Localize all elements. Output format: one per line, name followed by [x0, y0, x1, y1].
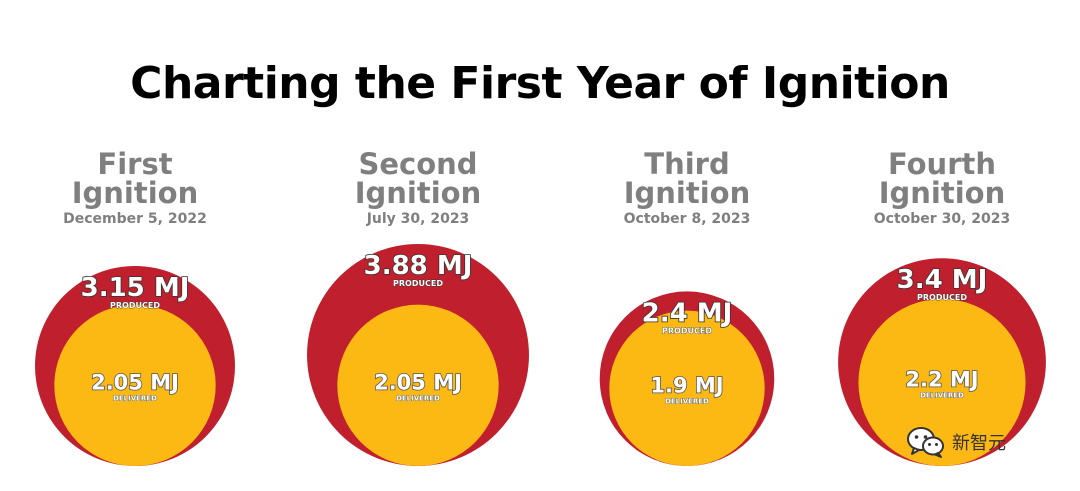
delivered-caption: DELIVERED — [113, 394, 157, 402]
ignition-date: October 8, 2023 — [623, 211, 751, 227]
produced-caption: PRODUCED — [393, 279, 443, 288]
ignition-name-line1: First — [97, 147, 173, 181]
wechat-icon — [907, 427, 944, 458]
ignition-date: July 30, 2023 — [366, 211, 470, 227]
watermark-text: 新智元 — [952, 433, 1006, 454]
watermark: 新智元 — [906, 424, 1006, 460]
delivered-circle — [609, 310, 765, 466]
delivered-value-label: 1.9 MJ — [650, 373, 723, 397]
ignition-name-line2: Ignition — [623, 176, 751, 210]
chart-title: Charting the First Year of Ignition — [130, 58, 950, 109]
ignition-date: December 5, 2022 — [63, 211, 207, 227]
ignition-name-line1: Third — [644, 147, 730, 181]
delivered-value-label: 2.2 MJ — [905, 367, 978, 391]
produced-value-label: 3.15 MJ — [81, 273, 190, 303]
ignition-date: October 30, 2023 — [873, 211, 1011, 227]
ignition-name-line2: Ignition — [71, 176, 199, 210]
delivered-circle — [337, 304, 499, 466]
delivered-caption: DELIVERED — [920, 391, 964, 399]
produced-value-label: 2.4 MJ — [642, 298, 733, 328]
ignition-name-line1: Second — [358, 147, 478, 181]
produced-caption: PRODUCED — [917, 293, 967, 302]
delivered-value-label: 2.05 MJ — [91, 370, 179, 394]
ignition-name-line1: Fourth — [887, 147, 996, 181]
ignition-name-line2: Ignition — [354, 176, 482, 210]
delivered-caption: DELIVERED — [665, 397, 709, 405]
produced-value-label: 3.4 MJ — [897, 265, 988, 295]
produced-caption: PRODUCED — [662, 326, 712, 335]
produced-caption: PRODUCED — [110, 301, 160, 310]
delivered-value-label: 2.05 MJ — [374, 370, 462, 394]
ignition-name-line2: Ignition — [878, 176, 1006, 210]
delivered-caption: DELIVERED — [396, 394, 440, 402]
delivered-circle — [858, 298, 1026, 467]
produced-value-label: 3.88 MJ — [364, 251, 473, 281]
delivered-circle — [54, 304, 216, 466]
